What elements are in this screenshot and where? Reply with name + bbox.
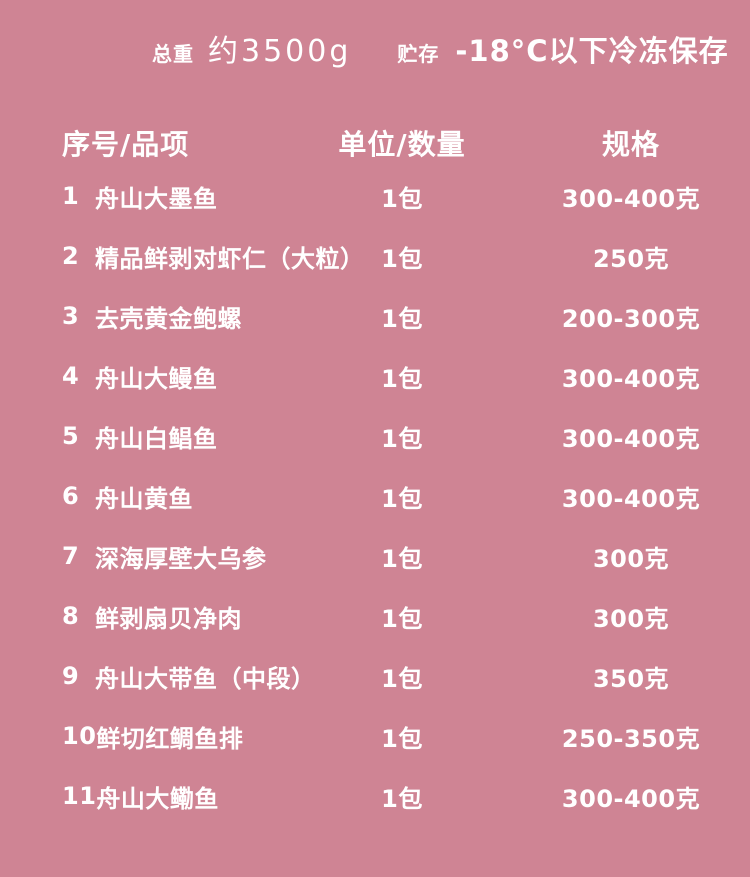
unit-cell: 1包 [381,784,423,813]
item-name: 舟山黄鱼 [95,484,193,513]
spec-cell: 250-350克 [561,724,701,753]
item-name: 深海厚壁大乌参 [95,544,267,573]
item-cell: 11 舟山大鳓鱼 [62,779,332,814]
unit-cell: 1包 [381,364,423,393]
table-row: 11 舟山大鳓鱼 1包 300-400克 [0,766,750,826]
item-cell: 5 舟山白鲳鱼 [62,419,332,454]
unit-cell: 1包 [381,544,423,573]
table-row: 9 舟山大带鱼（中段） 1包 350克 [0,646,750,706]
table-row: 1 舟山大墨鱼 1包 300-400克 [0,166,750,226]
spec-table-header: 序号/品项 单位/数量 规格 [0,120,750,166]
item-name: 舟山大鳓鱼 [96,784,219,813]
item-name: 鲜切红鲷鱼排 [96,724,244,753]
item-name: 去壳黄金鲍螺 [95,304,242,333]
unit-cell: 1包 [381,664,423,693]
spec-cell: 300-400克 [561,424,701,453]
item-name: 舟山大鳗鱼 [95,364,218,393]
row-number: 6 [62,482,80,510]
table-row: 4 舟山大鳗鱼 1包 300-400克 [0,346,750,406]
row-number: 3 [62,302,80,330]
table-row: 7 深海厚壁大乌参 1包 300克 [0,526,750,586]
spec-cell: 300-400克 [561,484,701,513]
spec-cell: 250克 [592,244,670,273]
unit-cell: 1包 [381,424,423,453]
unit-cell: 1包 [381,484,423,513]
row-number: 5 [62,422,80,450]
spec-cell: 300克 [592,544,670,573]
row-number: 11 [62,782,97,810]
spec-cell: 300克 [592,604,670,633]
spec-table: 序号/品项 单位/数量 规格 1 舟山大墨鱼 1包 300-400克 2 精品鲜… [0,120,750,826]
item-name: 精品鲜剥对虾仁（大粒） [95,244,365,273]
table-row: 2 精品鲜剥对虾仁（大粒） 1包 250克 [0,226,750,286]
spec-cell: 200-300克 [561,304,701,333]
table-row: 5 舟山白鲳鱼 1包 300-400克 [0,406,750,466]
row-number: 10 [62,722,97,750]
table-row: 10 鲜切红鲷鱼排 1包 250-350克 [0,706,750,766]
header-spec-column: 规格 [601,128,660,161]
unit-cell: 1包 [381,724,423,753]
item-cell: 7 深海厚壁大乌参 [62,539,332,574]
item-cell: 10 鲜切红鲷鱼排 [62,719,332,754]
row-number: 9 [62,662,80,690]
row-number: 1 [62,182,80,210]
item-cell: 6 舟山黄鱼 [62,479,332,514]
item-name: 舟山大带鱼（中段） [95,664,316,693]
item-cell: 9 舟山大带鱼（中段） [62,659,332,694]
spec-table-body: 1 舟山大墨鱼 1包 300-400克 2 精品鲜剥对虾仁（大粒） 1包 250… [0,166,750,826]
unit-cell: 1包 [381,604,423,633]
item-cell: 4 舟山大鳗鱼 [62,359,332,394]
item-cell: 1 舟山大墨鱼 [62,179,332,214]
row-number: 2 [62,242,80,270]
header-item-column: 序号/品项 [62,128,190,161]
spec-cell: 300-400克 [561,364,701,393]
row-number: 7 [62,542,80,570]
spec-cell: 300-400克 [561,784,701,813]
table-row: 8 鲜剥扇贝净肉 1包 300克 [0,586,750,646]
storage-value: -18°C以下冷冻保存 [455,34,729,68]
info-bar: 总重 约3500g 贮存 -18°C以下冷冻保存 [152,26,750,70]
spec-cell: 350克 [592,664,670,693]
header-unit-column: 单位/数量 [338,128,466,161]
item-name: 鲜剥扇贝净肉 [95,604,242,633]
item-name: 舟山大墨鱼 [95,184,218,213]
row-number: 4 [62,362,80,390]
total-weight-label: 总重 [152,42,194,66]
spec-cell: 300-400克 [561,184,701,213]
item-cell: 2 精品鲜剥对虾仁（大粒） [62,239,364,274]
table-row: 6 舟山黄鱼 1包 300-400克 [0,466,750,526]
item-name: 舟山白鲳鱼 [95,424,218,453]
row-number: 8 [62,602,80,630]
unit-cell: 1包 [381,244,423,273]
unit-cell: 1包 [381,184,423,213]
storage-label: 贮存 [397,42,440,66]
item-cell: 3 去壳黄金鲍螺 [62,299,332,334]
table-row: 3 去壳黄金鲍螺 1包 200-300克 [0,286,750,346]
item-cell: 8 鲜剥扇贝净肉 [62,599,332,634]
unit-cell: 1包 [381,304,423,333]
total-weight-value: 约3500g [208,34,352,69]
